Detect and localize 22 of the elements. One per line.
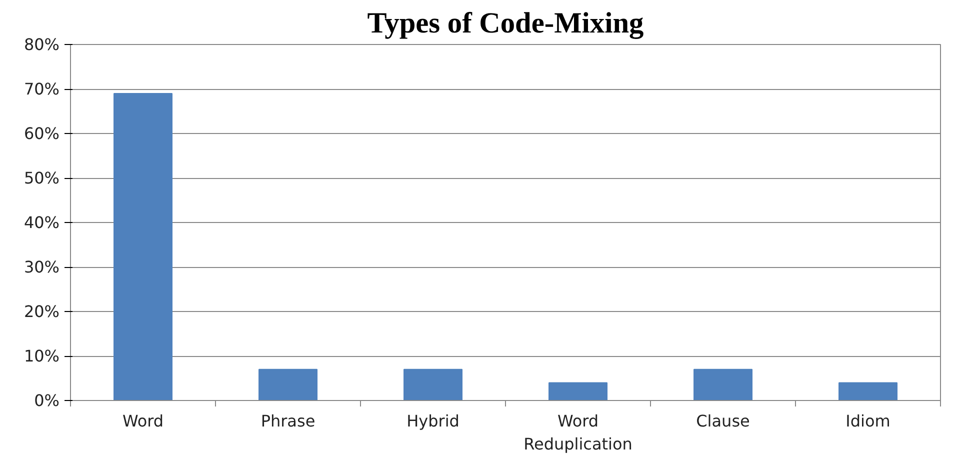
bar: [114, 92, 172, 400]
x-tick-label: Idiom: [846, 412, 890, 430]
x-tick-label: Phrase: [260, 412, 316, 430]
x-tick-label: Hybrid: [406, 412, 460, 430]
y-tick-label: 20%: [24, 302, 60, 321]
bar: [548, 382, 608, 400]
chart-title: Types of Code-Mixing: [367, 8, 644, 40]
y-tick-label: 80%: [24, 35, 60, 54]
bar: [404, 368, 462, 400]
y-tick-label: 50%: [24, 168, 60, 188]
bar: [694, 368, 752, 400]
y-tick-label: 70%: [24, 80, 60, 98]
x-tick-label: Word Reduplication: [524, 412, 632, 454]
x-tick-label: Clause: [696, 412, 750, 430]
x-tick-label: Word: [122, 412, 164, 430]
y-tick-label: 0%: [34, 391, 60, 410]
y-tick-label: 40%: [24, 213, 60, 232]
bar: [838, 382, 898, 400]
y-tick-label: 10%: [24, 346, 60, 366]
y-tick-label: 60%: [24, 124, 60, 143]
bar: [258, 368, 318, 400]
y-tick-label: 30%: [24, 258, 60, 276]
